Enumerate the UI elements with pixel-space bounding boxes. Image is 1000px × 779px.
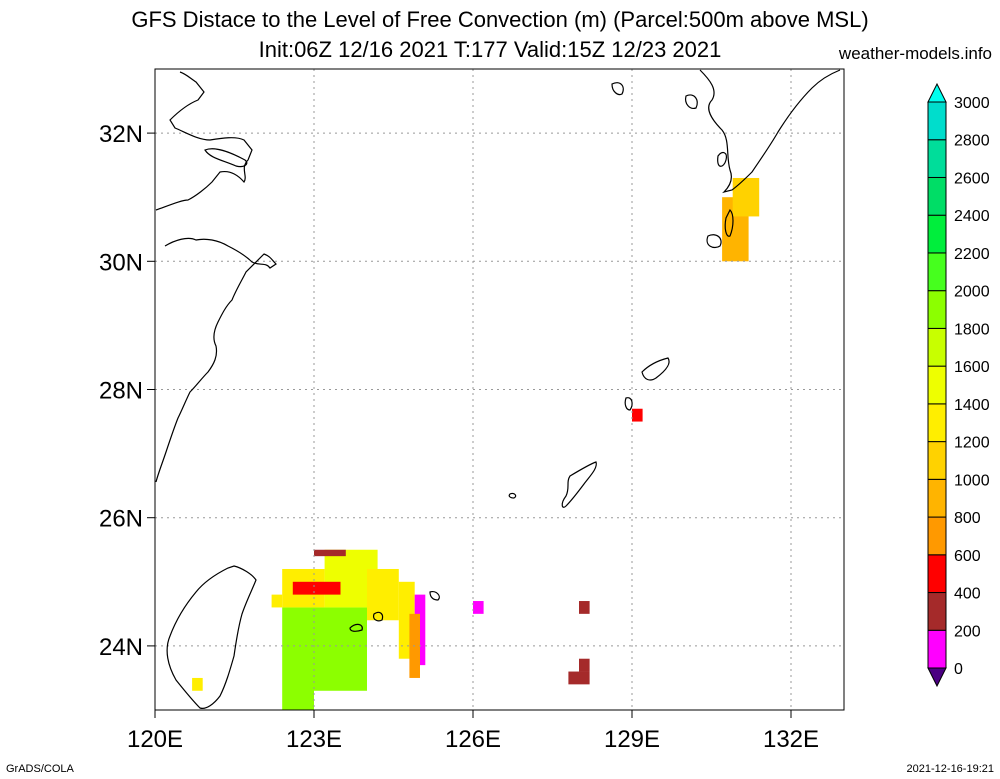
lat-tick-label: 30N <box>99 249 143 276</box>
colorbar-segment <box>927 516 947 556</box>
field-cell <box>282 607 314 710</box>
colorbar-label: 1000 <box>954 472 990 489</box>
colorbar-segment <box>927 403 947 443</box>
colorbar-label: 1400 <box>954 397 990 414</box>
amami-oshima <box>641 357 670 381</box>
kyushu-south <box>717 151 727 167</box>
colorbar-segment <box>927 629 947 669</box>
colorbar-label: 400 <box>954 586 981 603</box>
field-cell <box>473 601 484 614</box>
colorbar-segment <box>927 214 947 254</box>
coastline-china-2 <box>155 237 277 483</box>
field-cell <box>568 671 590 685</box>
koshiki <box>685 94 698 109</box>
colorbar-label: 0 <box>954 661 963 678</box>
colorbar-segment <box>927 101 947 141</box>
colorbar-extend-bottom <box>927 667 947 688</box>
colorbar-segment <box>927 327 947 367</box>
colorbar-segment <box>927 592 947 631</box>
colorbar-segment <box>927 139 947 178</box>
tanegashima <box>724 208 734 237</box>
taiwan <box>166 565 257 709</box>
site-credit: weather-models.info <box>838 44 992 63</box>
colorbar-label: 2800 <box>954 133 990 150</box>
gridlines <box>154 69 844 710</box>
map-subtitle: Init:06Z 12/16 2021 T:177 Valid:15Z 12/2… <box>258 37 722 62</box>
tokunoshima <box>624 397 633 411</box>
lon-tick-label: 123E <box>286 726 342 753</box>
colorbar-segment <box>927 441 947 480</box>
field-cell <box>292 581 341 595</box>
ishigaki <box>429 591 440 601</box>
colorbar-label: 800 <box>954 510 981 527</box>
lon-tick-label: 120E <box>127 726 183 753</box>
colorbar-label: 200 <box>954 623 981 640</box>
lon-tick-label: 129E <box>604 726 660 753</box>
axis-layer: 120E 123E 126E 129E 132E 24N 26N 28N 30N 32N <box>99 121 819 753</box>
footer-credit: GrADS/COLA <box>6 763 74 775</box>
colorbar-segment <box>927 176 947 216</box>
field-cell <box>271 594 283 608</box>
lat-tick-label: 24N <box>99 634 143 661</box>
map-title: GFS Distace to the Level of Free Convect… <box>131 7 869 32</box>
lat-tick-label: 28N <box>99 378 143 405</box>
colorbar-label: 2400 <box>954 208 990 225</box>
lon-tick-label: 126E <box>445 726 501 753</box>
field-cell <box>579 601 590 614</box>
yangtze-island <box>204 148 248 168</box>
goto-islands <box>611 82 624 96</box>
field-cell <box>314 607 367 691</box>
miyako <box>373 611 384 622</box>
field-cell <box>632 408 643 422</box>
coastline-layer <box>155 69 841 709</box>
colorbar-segment <box>927 478 947 518</box>
colorbar-segment <box>927 290 947 329</box>
coastline-china <box>155 71 253 211</box>
colorbar-extend-top <box>927 82 947 103</box>
lon-tick-label: 132E <box>763 726 819 753</box>
colorbar-label: 1800 <box>954 321 990 338</box>
lat-tick-label: 32N <box>99 121 143 148</box>
okinawa <box>561 461 597 508</box>
field-cell <box>192 677 203 691</box>
colorbar-segment <box>927 554 947 594</box>
field-cell <box>579 658 590 672</box>
colorbar-label: 2600 <box>954 170 990 187</box>
kyushu <box>699 69 841 194</box>
colorbar: 0 200 400 600 800 1000 1200 1400 1600 1800 2000 220… <box>927 82 990 688</box>
colorbar-label: 2200 <box>954 246 990 263</box>
field-layer <box>192 177 760 710</box>
colorbar-label: 3000 <box>954 95 990 112</box>
colorbar-label: 600 <box>954 548 981 565</box>
colorbar-segment <box>927 252 947 292</box>
lat-tick-label: 26N <box>99 506 143 533</box>
colorbar-segment <box>927 365 947 405</box>
yakushima <box>706 234 722 249</box>
field-cell <box>732 177 760 217</box>
colorbar-label: 1600 <box>954 359 990 376</box>
kume <box>508 492 517 499</box>
colorbar-label: 1200 <box>954 435 990 452</box>
field-cell <box>367 568 399 621</box>
footer-timestamp: 2021-12-16-19:21 <box>906 763 994 775</box>
yonaguni <box>349 623 363 632</box>
colorbar-label: 2000 <box>954 284 990 301</box>
field-cell <box>314 549 346 557</box>
